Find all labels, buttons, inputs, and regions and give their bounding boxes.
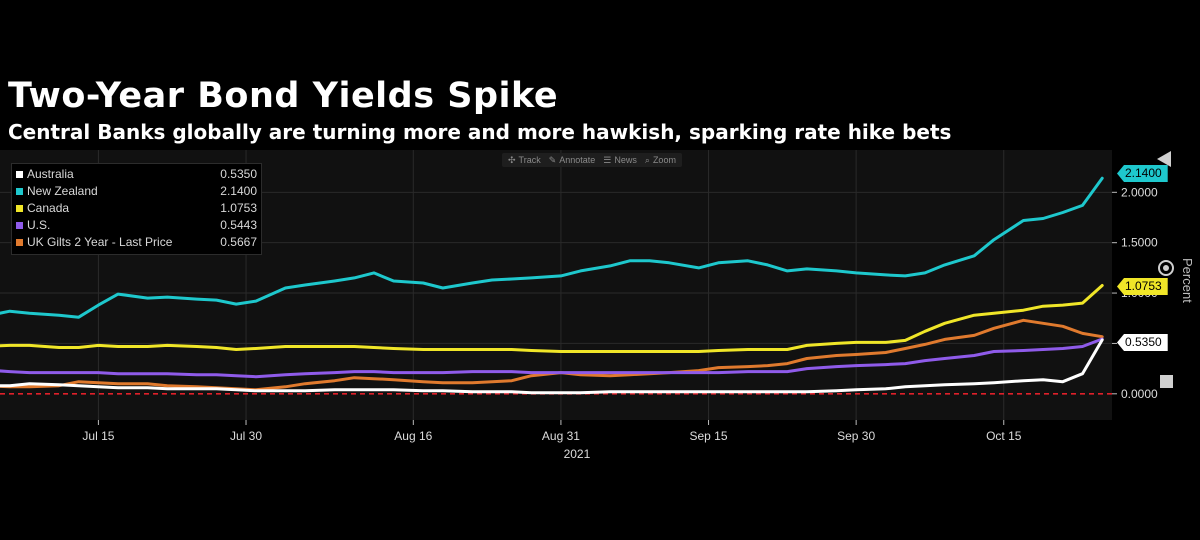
legend-item-new-zealand[interactable]: New Zealand 2.1400 xyxy=(12,183,261,200)
legend-label: Canada xyxy=(27,201,70,215)
canada-swatch xyxy=(16,205,23,212)
x-tick-label: Aug 31 xyxy=(542,429,580,443)
chart-subtitle: Central Banks globally are turning more … xyxy=(8,120,952,144)
legend-value: 0.5443 xyxy=(220,218,257,232)
track-button[interactable]: ✣ Track xyxy=(508,153,541,167)
new-zealand-last-value-tag: 2.1400 xyxy=(1117,165,1168,182)
us-swatch xyxy=(16,222,23,229)
news-icon: ☰ xyxy=(603,155,612,165)
news-button[interactable]: ☰ News xyxy=(603,153,637,167)
square-toggle-icon[interactable] xyxy=(1160,375,1173,388)
legend-item-canada[interactable]: Canada 1.0753 xyxy=(12,200,261,217)
y-axis-title: Percent xyxy=(1180,258,1195,303)
australia-line xyxy=(0,338,1104,395)
zoom-button[interactable]: ⌕ Zoom xyxy=(645,153,676,167)
track-label: Track xyxy=(518,155,541,165)
y-tick-label: 2.0000 xyxy=(1121,185,1158,199)
canada-last-value-tag: 1.0753 xyxy=(1117,278,1168,295)
legend-item-australia[interactable]: Australia 0.5350 xyxy=(12,166,261,183)
track-icon: ✣ xyxy=(508,155,516,165)
magnifier-icon: ⌕ xyxy=(644,155,650,165)
canada-line xyxy=(0,284,1104,353)
legend-value: 0.5667 xyxy=(220,235,257,249)
x-tick-label: Jul 15 xyxy=(82,429,114,443)
legend-value: 0.5350 xyxy=(220,167,257,181)
chart-legend: Australia 0.5350 New Zealand 2.1400 Cana… xyxy=(11,163,262,255)
legend-label: New Zealand xyxy=(27,184,98,198)
x-axis-year-label: 2021 xyxy=(564,447,591,460)
collapse-arrow-icon[interactable] xyxy=(1157,151,1171,167)
uk-gilts-line xyxy=(0,318,1104,392)
uk-swatch xyxy=(16,239,23,246)
new-zealand-line xyxy=(0,176,1104,319)
annotate-button[interactable]: ✎ Annotate xyxy=(549,153,596,167)
new-zealand-swatch xyxy=(16,188,23,195)
us-line xyxy=(0,337,1104,379)
x-tick-label: Aug 16 xyxy=(394,429,432,443)
australia-last-value-tag: 0.5350 xyxy=(1117,334,1168,351)
y-tick-label: 0.0000 xyxy=(1121,387,1158,401)
legend-value: 1.0753 xyxy=(220,201,257,215)
legend-label: U.S. xyxy=(27,218,51,232)
zoom-label: Zoom xyxy=(652,155,676,165)
legend-value: 2.1400 xyxy=(220,184,257,198)
legend-item-uk-gilts[interactable]: UK Gilts 2 Year - Last Price 0.5667 xyxy=(12,234,261,251)
x-tick-label: Sep 15 xyxy=(690,429,728,443)
settings-gear-icon[interactable] xyxy=(1158,260,1174,276)
x-tick-label: Oct 15 xyxy=(986,429,1022,443)
x-tick-label: Sep 30 xyxy=(837,429,875,443)
legend-label: UK Gilts 2 Year - Last Price xyxy=(27,235,173,249)
australia-swatch xyxy=(16,171,23,178)
legend-item-us[interactable]: U.S. 0.5443 xyxy=(12,217,261,234)
chart-title: Two-Year Bond Yields Spike xyxy=(8,76,559,116)
legend-label: Australia xyxy=(27,167,74,181)
news-label: News xyxy=(614,155,637,165)
annotate-label: Annotate xyxy=(559,155,596,165)
pencil-icon: ✎ xyxy=(548,155,557,165)
chart-toolbar: ✣ Track ✎ Annotate ☰ News ⌕ Zoom xyxy=(502,153,682,167)
y-tick-label: 1.5000 xyxy=(1121,236,1158,250)
x-tick-label: Jul 30 xyxy=(230,429,262,443)
